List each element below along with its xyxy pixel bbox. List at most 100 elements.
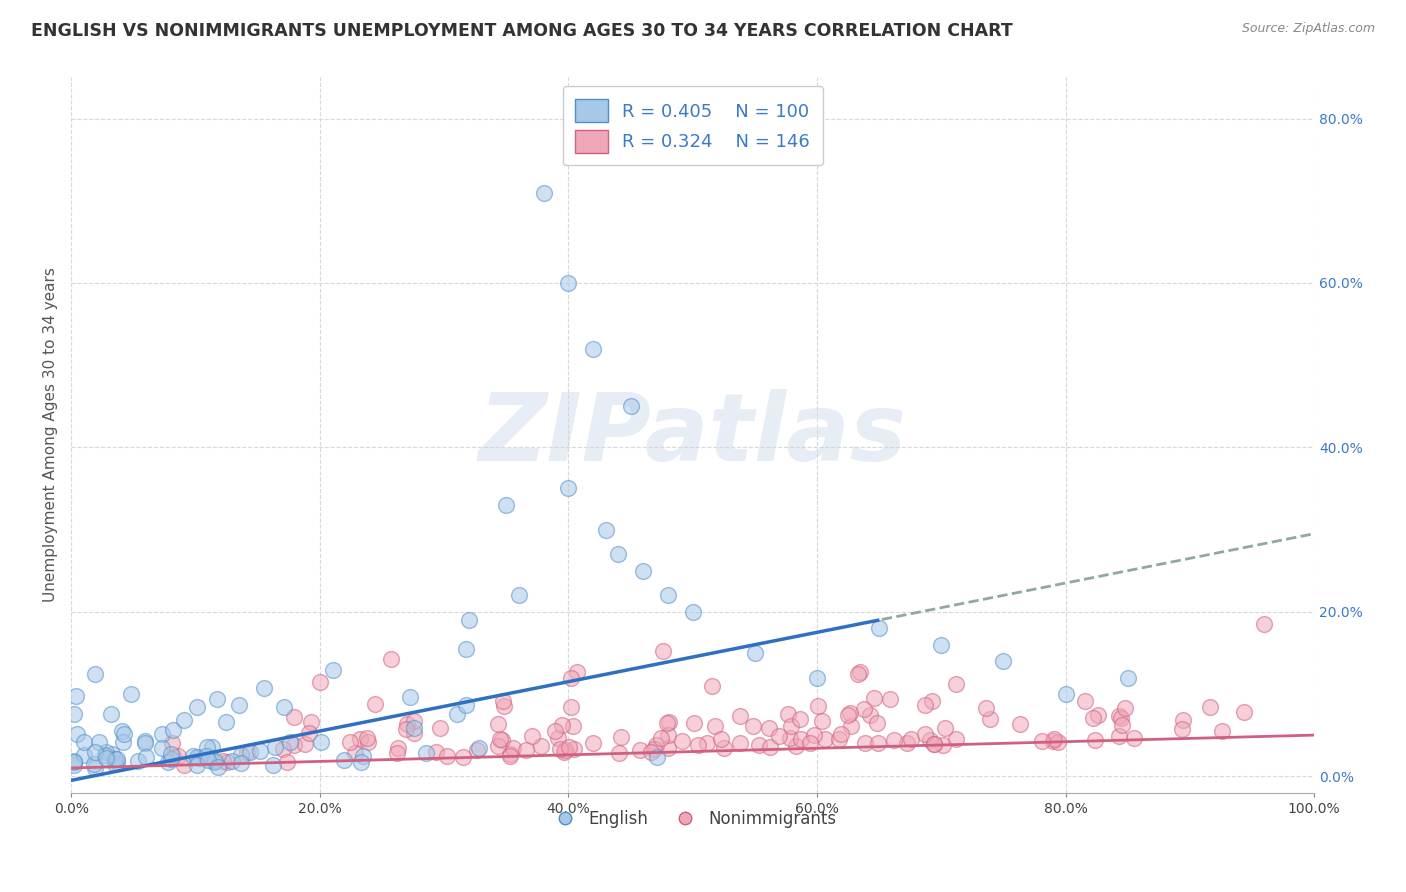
English (228, 698, 250, 713)
Nonimmigrants (883, 733, 905, 747)
Nonimmigrants (921, 694, 943, 708)
English (120, 687, 142, 701)
Nonimmigrants (837, 707, 859, 722)
Nonimmigrants (395, 722, 418, 736)
Nonimmigrants (803, 728, 825, 742)
Nonimmigrants (778, 706, 800, 721)
Nonimmigrants (979, 712, 1001, 726)
Nonimmigrants (863, 691, 886, 706)
Nonimmigrants (558, 739, 581, 754)
Nonimmigrants (451, 749, 474, 764)
Nonimmigrants (704, 719, 727, 733)
Nonimmigrants (838, 706, 860, 720)
English (160, 752, 183, 766)
Nonimmigrants (713, 740, 735, 755)
Nonimmigrants (343, 747, 366, 761)
Nonimmigrants (658, 714, 681, 729)
Nonimmigrants (657, 728, 679, 742)
English (63, 755, 86, 769)
Nonimmigrants (1084, 733, 1107, 747)
Nonimmigrants (866, 716, 889, 731)
English (415, 746, 437, 760)
English (197, 753, 219, 767)
Nonimmigrants (491, 733, 513, 747)
English (87, 735, 110, 749)
English (62, 756, 84, 770)
Nonimmigrants (298, 725, 321, 739)
Nonimmigrants (562, 742, 585, 756)
English (73, 735, 96, 749)
Nonimmigrants (436, 748, 458, 763)
Nonimmigrants (562, 718, 585, 732)
Nonimmigrants (779, 731, 801, 746)
English (557, 276, 579, 290)
English (1054, 687, 1077, 701)
English (159, 747, 181, 761)
English (195, 739, 218, 754)
Nonimmigrants (768, 729, 790, 743)
Nonimmigrants (1108, 729, 1130, 743)
English (221, 755, 243, 769)
Nonimmigrants (645, 739, 668, 753)
English (508, 588, 530, 602)
English (322, 663, 344, 677)
Nonimmigrants (396, 717, 419, 731)
English (263, 758, 285, 772)
English (402, 721, 425, 735)
English (595, 523, 617, 537)
English (868, 621, 890, 635)
English (65, 689, 87, 703)
Nonimmigrants (686, 738, 709, 752)
Nonimmigrants (404, 726, 426, 740)
Nonimmigrants (236, 745, 259, 759)
Nonimmigrants (299, 714, 322, 729)
Nonimmigrants (779, 719, 801, 733)
Nonimmigrants (553, 745, 575, 759)
Y-axis label: Unemployment Among Ages 30 to 34 years: Unemployment Among Ages 30 to 34 years (44, 268, 58, 602)
English (205, 692, 228, 706)
English (631, 564, 654, 578)
English (806, 671, 828, 685)
Nonimmigrants (758, 721, 780, 735)
Nonimmigrants (710, 731, 733, 746)
English (264, 740, 287, 755)
Nonimmigrants (356, 731, 378, 745)
Nonimmigrants (162, 736, 184, 750)
Nonimmigrants (283, 710, 305, 724)
Nonimmigrants (610, 730, 633, 744)
English (1116, 671, 1139, 685)
English (468, 740, 491, 755)
Nonimmigrants (914, 698, 936, 713)
English (104, 752, 127, 766)
English (278, 735, 301, 749)
English (458, 613, 481, 627)
Nonimmigrants (387, 740, 409, 755)
English (100, 747, 122, 761)
Nonimmigrants (799, 736, 821, 750)
Text: ENGLISH VS NONIMMIGRANTS UNEMPLOYMENT AMONG AGES 30 TO 34 YEARS CORRELATION CHAR: ENGLISH VS NONIMMIGRANTS UNEMPLOYMENT AM… (31, 22, 1012, 40)
Nonimmigrants (643, 741, 665, 756)
Nonimmigrants (830, 727, 852, 741)
Nonimmigrants (1008, 717, 1031, 731)
Nonimmigrants (489, 732, 512, 747)
Nonimmigrants (759, 739, 782, 754)
Nonimmigrants (859, 708, 882, 723)
Nonimmigrants (728, 735, 751, 749)
Nonimmigrants (357, 735, 380, 749)
English (135, 749, 157, 764)
Nonimmigrants (349, 731, 371, 746)
English (398, 690, 420, 704)
Nonimmigrants (211, 754, 233, 768)
English (744, 646, 766, 660)
Nonimmigrants (1074, 693, 1097, 707)
Nonimmigrants (1042, 734, 1064, 748)
Nonimmigrants (380, 652, 402, 666)
Nonimmigrants (548, 741, 571, 756)
English (186, 758, 208, 772)
English (657, 588, 679, 602)
Nonimmigrants (900, 731, 922, 746)
English (94, 751, 117, 765)
Nonimmigrants (294, 737, 316, 751)
Nonimmigrants (827, 732, 849, 747)
English (157, 756, 180, 770)
